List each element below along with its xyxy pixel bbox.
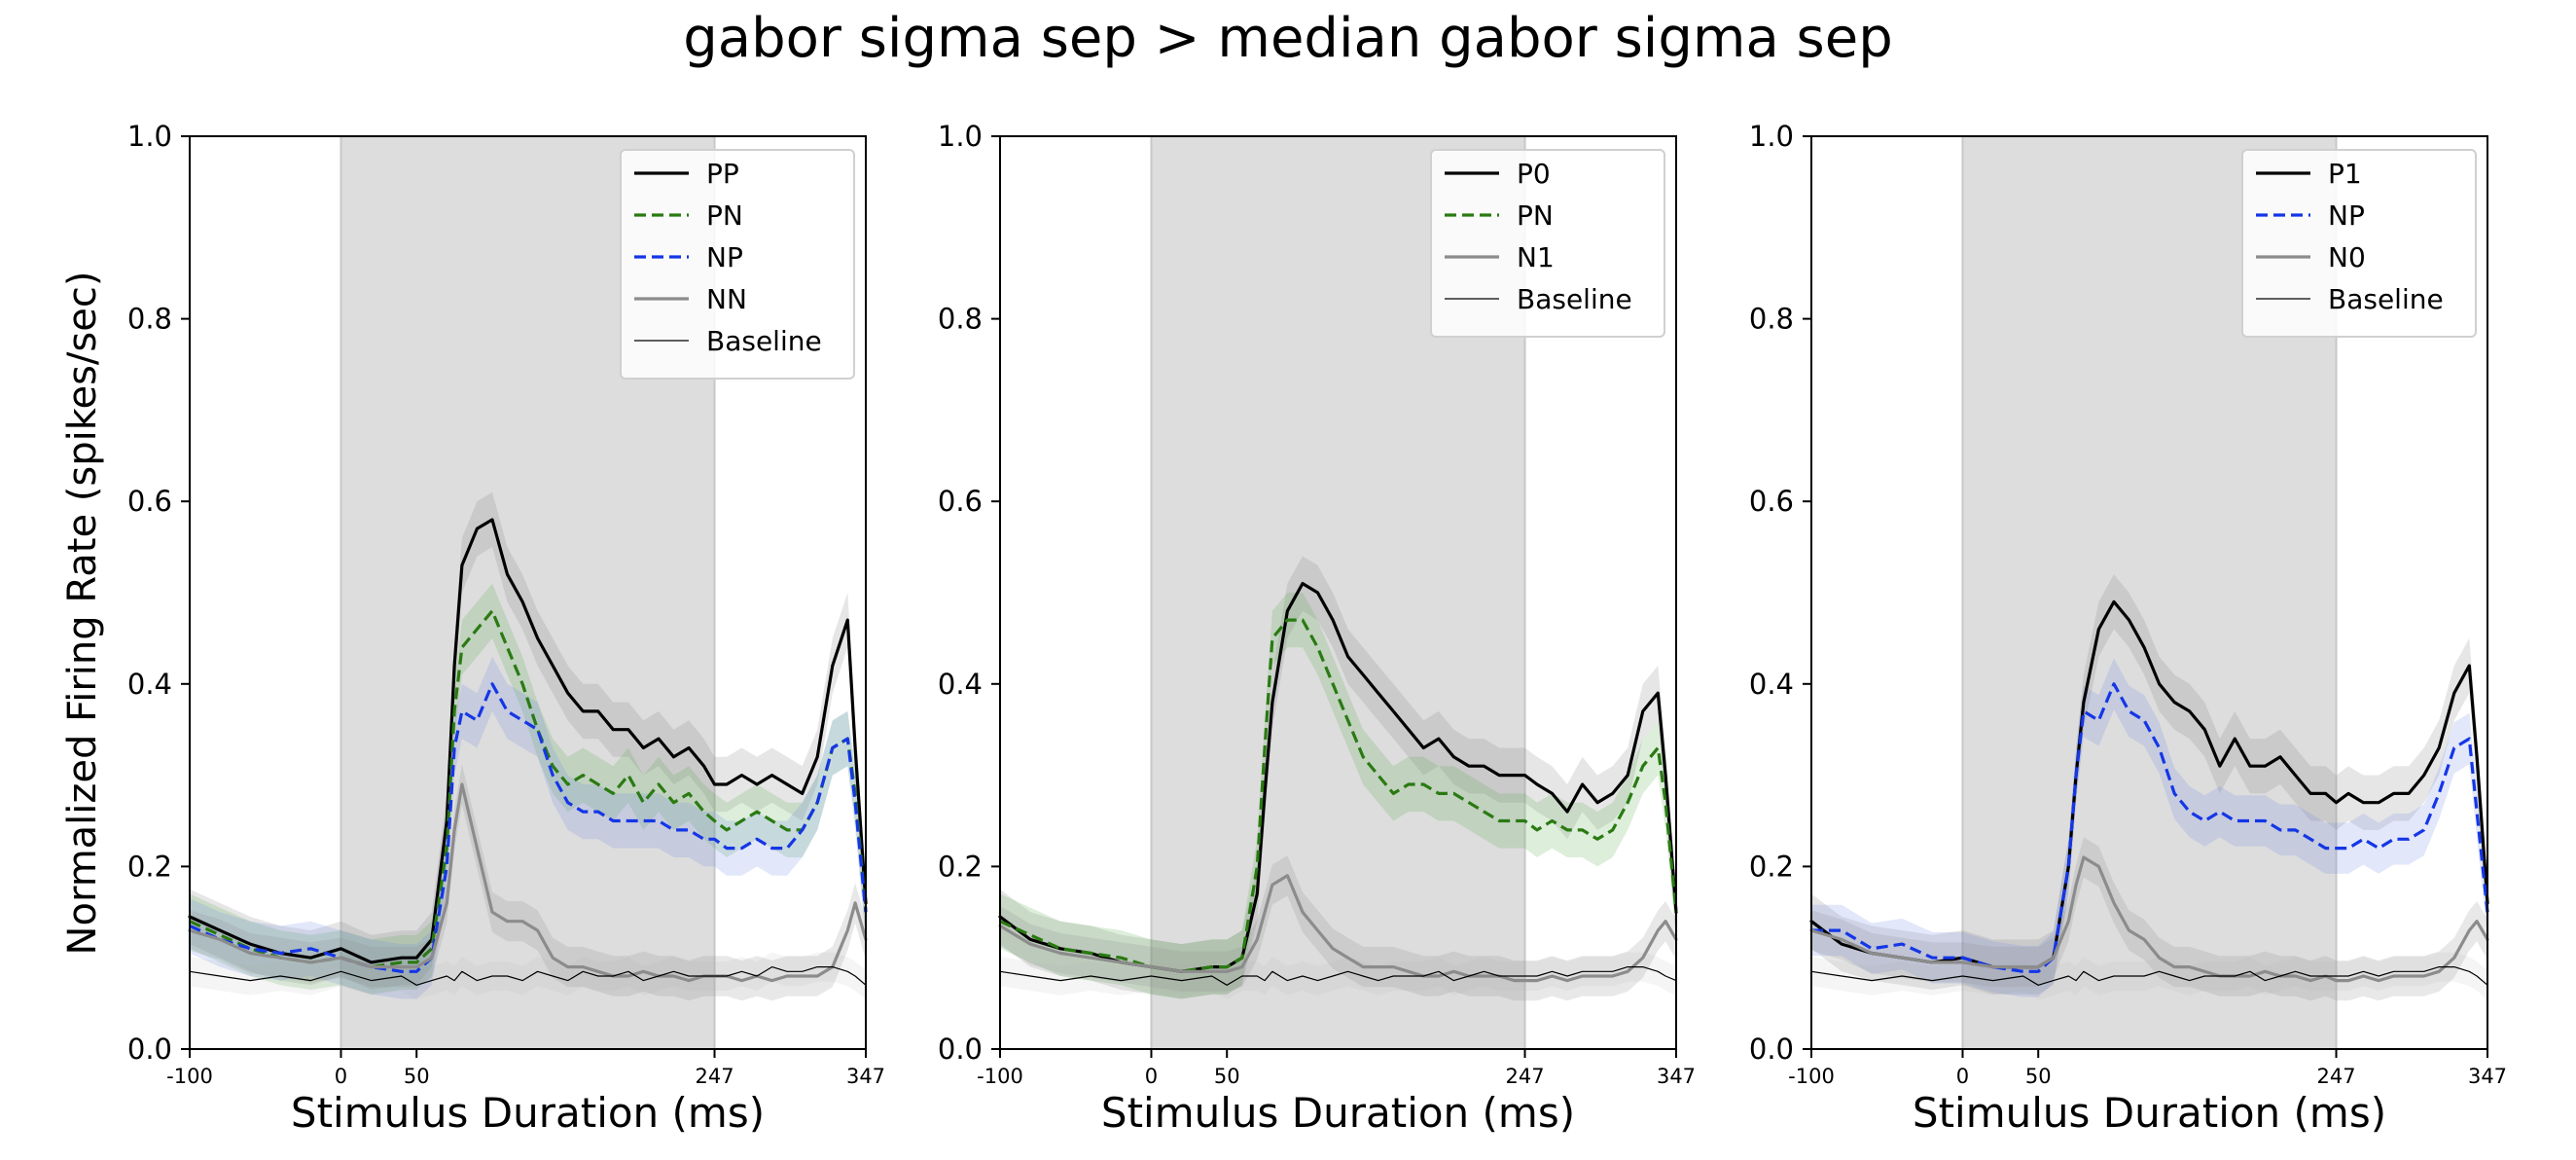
y-tick-label: 0.0 <box>1749 1033 1794 1066</box>
legend-label-pn: PN <box>706 199 743 232</box>
x-tick-label: 347 <box>1657 1065 1696 1088</box>
legend-label-baseline: Baseline <box>1517 283 1632 315</box>
y-tick-label: 0.4 <box>127 668 172 701</box>
legend-box <box>620 149 855 380</box>
legend-box <box>1430 149 1665 338</box>
y-tick-label: 0.2 <box>1749 850 1794 883</box>
series-line-np <box>189 682 868 973</box>
error-band-pp <box>190 491 866 990</box>
legend-label-pn: PN <box>1517 199 1554 232</box>
error-band-n0 <box>1811 837 2487 1001</box>
x-tick-label: 247 <box>695 1065 733 1088</box>
axes-frame <box>189 135 867 1050</box>
series-line-pp <box>188 518 868 964</box>
series-line-pn <box>189 609 868 969</box>
x-tick-label: 50 <box>1214 1065 1240 1088</box>
x-tick-label: 50 <box>2025 1065 2052 1088</box>
axes-frame <box>999 135 1677 1050</box>
legend-label-baseline: Baseline <box>706 325 822 357</box>
error-band-baseline <box>1000 952 1676 1000</box>
x-tick-label: -100 <box>166 1065 213 1088</box>
x-tick-label: 347 <box>2468 1065 2507 1088</box>
legend-label-baseline: Baseline <box>2328 283 2444 315</box>
y-tick-label: 0.6 <box>1749 485 1794 518</box>
y-tick-label: 0.2 <box>938 850 983 883</box>
legend-label-np: NP <box>706 241 743 273</box>
x-tick-label: 0 <box>1145 1065 1158 1088</box>
series-line-baseline <box>999 965 1677 986</box>
series-line-n0 <box>1809 855 2489 983</box>
x-tick-label: 247 <box>2316 1065 2355 1088</box>
series-line-pn <box>999 618 1678 973</box>
error-band-np <box>1811 658 2487 997</box>
error-band-n1 <box>1000 855 1676 1001</box>
x-tick-label: -100 <box>1788 1065 1835 1088</box>
y-tick-label: 1.0 <box>127 120 172 153</box>
x-tick-label: 50 <box>404 1065 430 1088</box>
legend-label-np: NP <box>2328 199 2365 232</box>
y-tick-label: 0.0 <box>938 1033 983 1066</box>
series-line-n1 <box>998 874 1678 983</box>
legend-label-pp: PP <box>706 158 739 190</box>
panels-group: 0.0 0.2 0.4 0.6 0.8 1.0 -100 0 50 247 347 Stimulus … <box>127 120 2507 1137</box>
y-tick-label: 0.6 <box>127 485 172 518</box>
series-line-baseline <box>1810 965 2488 986</box>
chart-panel-1: 0.0 0.2 0.4 0.6 0.8 1.0 -100 0 50 247 347 Stimulus … <box>127 120 885 1137</box>
legend-label-p0: P0 <box>1517 158 1551 190</box>
y-tick-label: 1.0 <box>1749 120 1794 153</box>
x-axis-label: Stimulus Duration (ms) <box>1101 1089 1575 1137</box>
series-line-np <box>1811 682 2489 973</box>
y-tick-label: 0.2 <box>127 850 172 883</box>
y-tick-label: 1.0 <box>938 120 983 153</box>
y-tick-label: 0.8 <box>1749 303 1794 336</box>
y-tick-label: 0.6 <box>938 485 983 518</box>
series-line-nn <box>188 782 868 983</box>
y-tick-label: 0.0 <box>127 1033 172 1066</box>
x-tick-label: 247 <box>1505 1065 1544 1088</box>
series-line-baseline <box>189 965 867 986</box>
x-tick-label: 347 <box>846 1065 885 1088</box>
x-axis-label: Stimulus Duration (ms) <box>1913 1089 2386 1137</box>
y-tick-label: 0.8 <box>127 303 172 336</box>
x-tick-label: -100 <box>977 1065 1023 1088</box>
y-tick-label: 0.4 <box>938 668 983 701</box>
legend-label-p1: P1 <box>2328 158 2362 190</box>
legend-label-nn: NN <box>706 283 747 315</box>
figure-title: gabor sigma sep > median gabor sigma sep <box>683 7 1892 70</box>
legend-box <box>2241 149 2477 338</box>
chart-panel-2: 0.0 0.2 0.4 0.6 0.8 1.0 -100 0 50 247 347 Stimulus … <box>938 120 1696 1137</box>
legend-label-n0: N0 <box>2328 241 2366 273</box>
y-tick-label: 0.4 <box>1749 668 1794 701</box>
x-tick-label: 0 <box>1956 1065 1969 1088</box>
legend-label-n1: N1 <box>1517 241 1555 273</box>
x-axis-label: Stimulus Duration (ms) <box>291 1089 765 1137</box>
x-tick-label: 0 <box>335 1065 347 1088</box>
y-axis-label: Normalized Firing Rate (spikes/sec) <box>60 272 105 956</box>
error-band-pn <box>1000 593 1676 999</box>
axes-frame <box>1810 135 2488 1050</box>
chart-panel-3: 0.0 0.2 0.4 0.6 0.8 1.0 -100 0 50 247 347 Stimulus … <box>1749 120 2507 1137</box>
y-tick-label: 0.8 <box>938 303 983 336</box>
